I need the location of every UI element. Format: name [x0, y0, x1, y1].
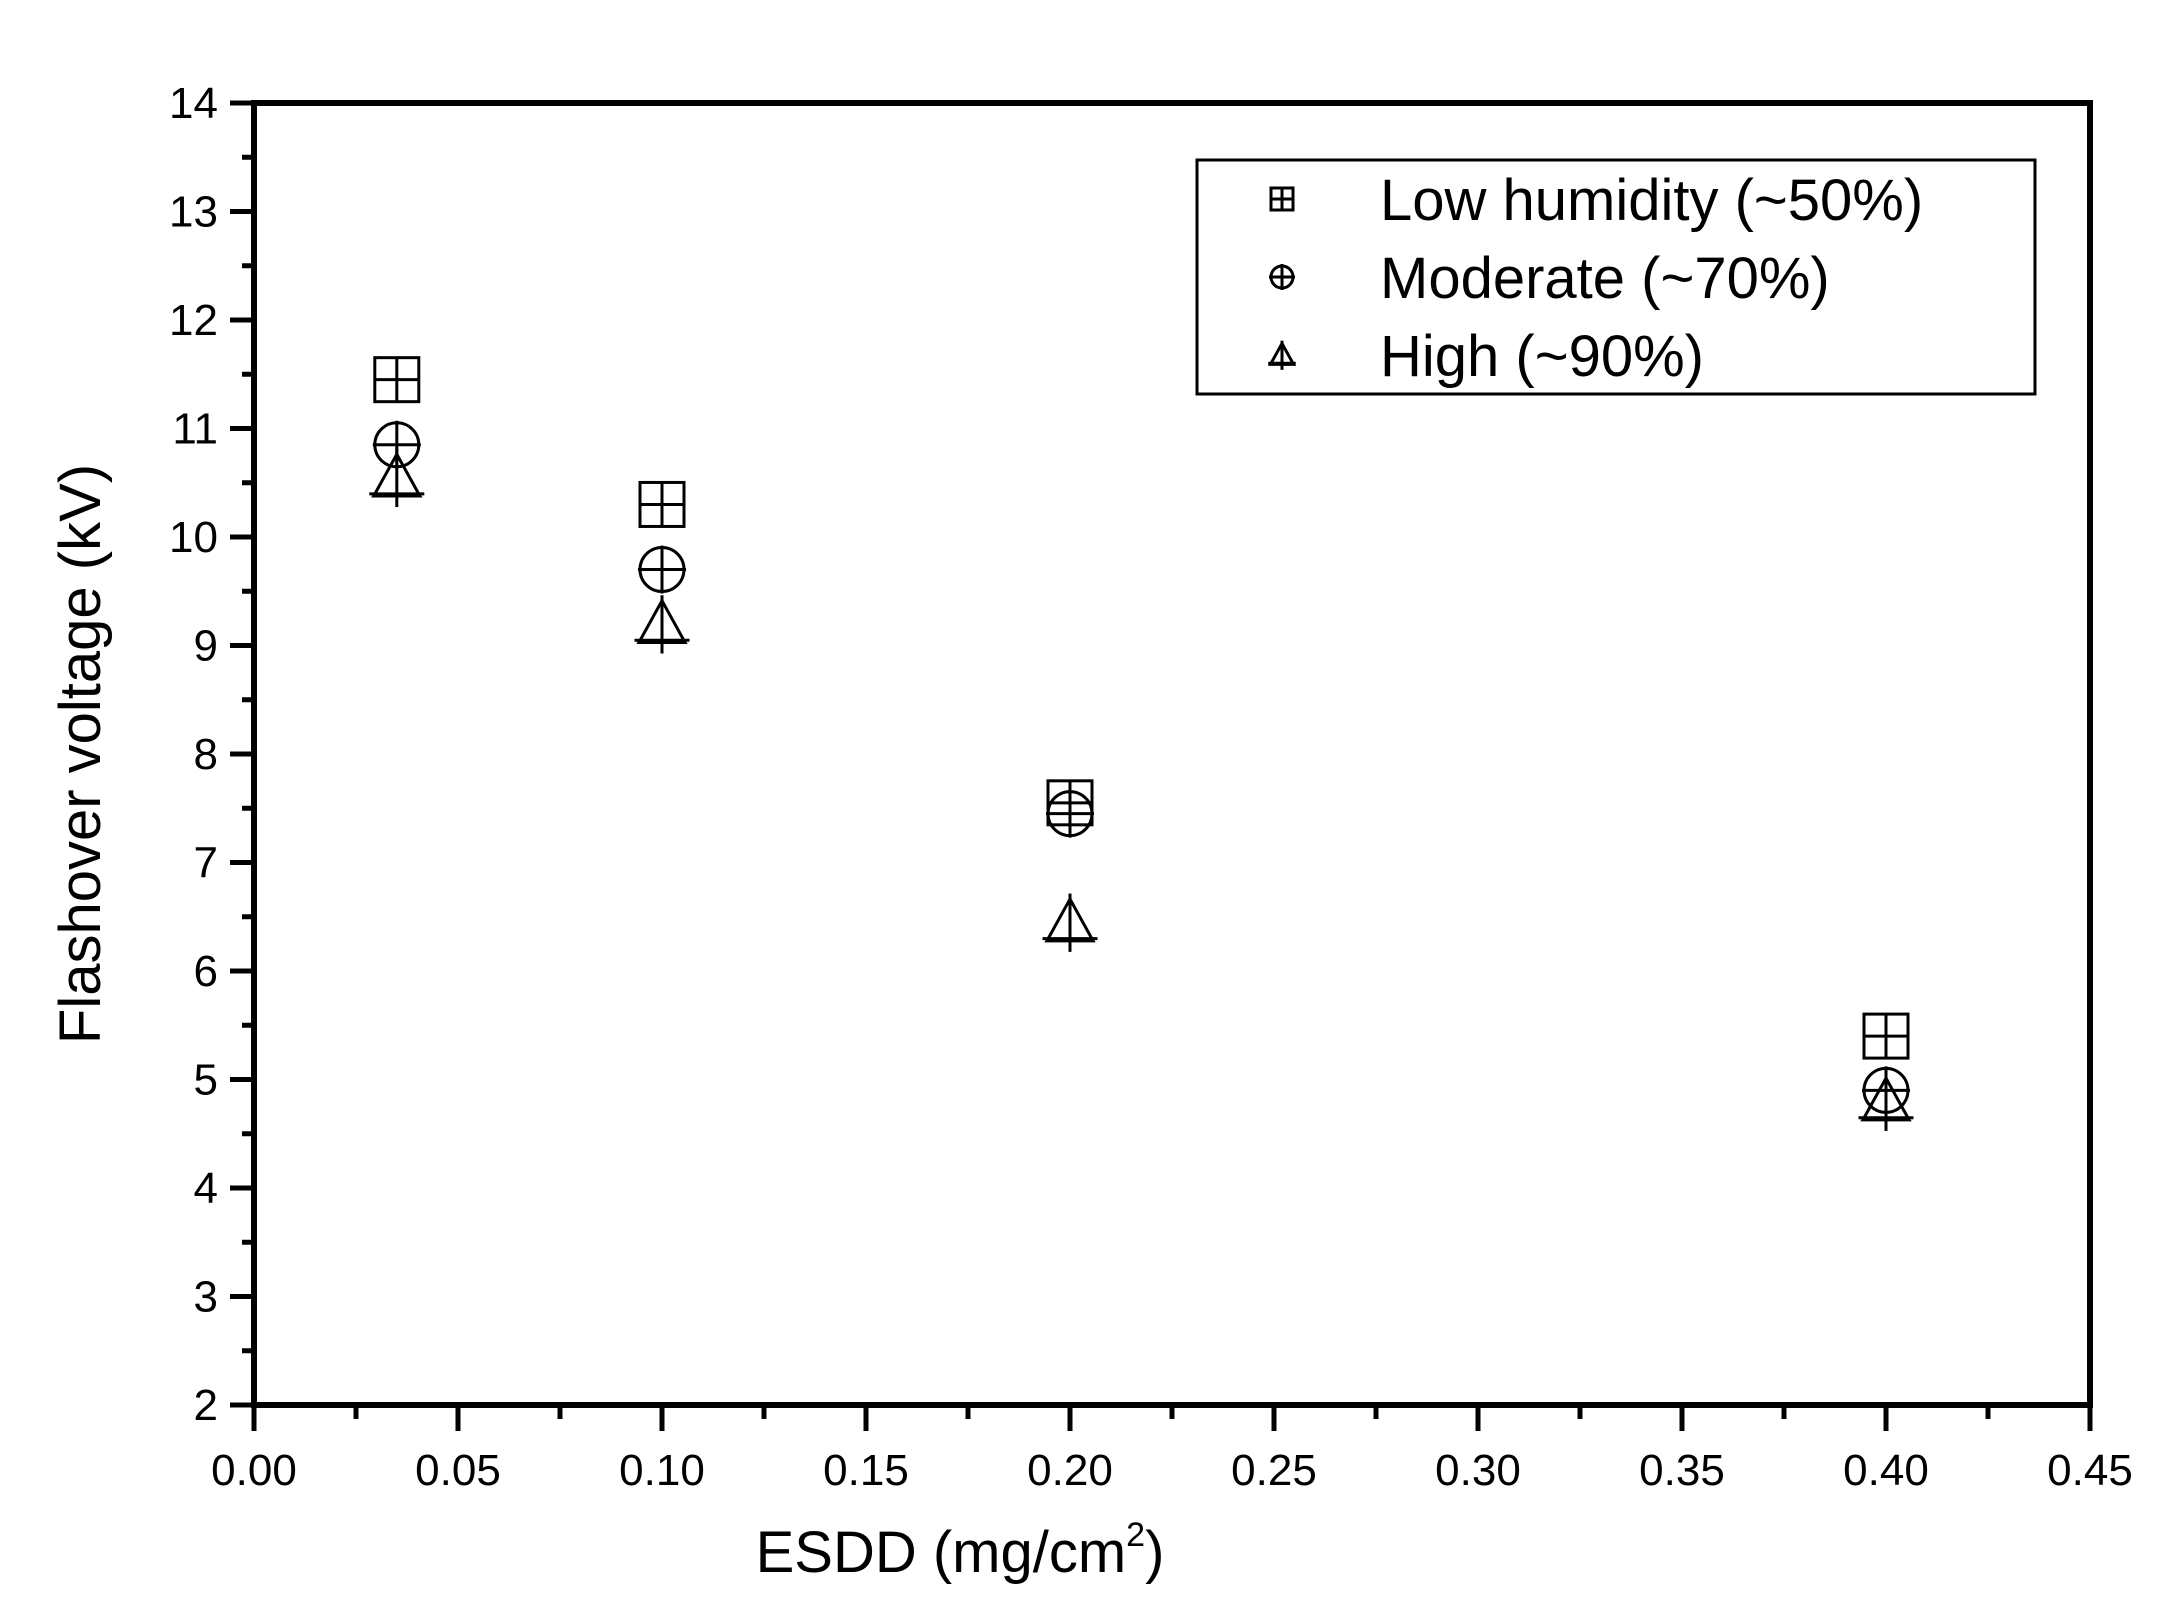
- data-point-triangle: [1858, 1072, 1914, 1131]
- x-axis-label: ESDD (mg/cm2): [756, 1516, 1165, 1585]
- legend-label-low-humidity: Low humidity (~50%): [1380, 168, 1923, 233]
- legend-symbol-square: [1269, 186, 1295, 212]
- x-tick-label: 0.15: [823, 1446, 909, 1495]
- y-axis-label: Flashover voltage (kV): [48, 464, 113, 1044]
- x-axis-label-suffix: ): [1145, 1520, 1164, 1585]
- x-tick-label: 0.20: [1027, 1446, 1113, 1495]
- y-tick-label: 14: [169, 79, 218, 128]
- y-tick-label: 13: [169, 188, 218, 237]
- x-tick-label: 0.05: [415, 1446, 501, 1495]
- y-tick-label: 2: [194, 1381, 218, 1430]
- y-tick-label: 5: [194, 1056, 218, 1105]
- legend-symbols: [1267, 186, 1297, 370]
- legend-label-high: High (~90%): [1380, 324, 1704, 389]
- data-point-triangle: [1042, 893, 1098, 952]
- axis-tick-labels: 0.00 0.05 0.10 0.15 0.20 0.25 0.30 0.35 0.40 0.45…: [169, 79, 2133, 1495]
- data-point-square: [638, 480, 686, 528]
- y-tick-label: 10: [169, 513, 218, 562]
- legend-symbol-circle: [1269, 264, 1295, 290]
- data-point-triangle: [369, 448, 425, 508]
- x-axis-label-superscript: 2: [1126, 1516, 1145, 1554]
- x-tick-label: 0.35: [1639, 1446, 1725, 1495]
- x-axis-label-main: ESDD (mg/cm: [756, 1520, 1127, 1585]
- y-tick-label: 3: [194, 1273, 218, 1322]
- x-tick-label: 0.45: [2047, 1446, 2133, 1495]
- legend-label-moderate: Moderate (~70%): [1380, 246, 1830, 311]
- data-point-square: [373, 356, 421, 404]
- legend: Low humidity (~50%) Moderate (~70%) High…: [1195, 158, 2037, 396]
- y-tick-label: 7: [194, 839, 218, 888]
- x-tick-label: 0.40: [1843, 1446, 1929, 1495]
- y-tick-label: 8: [194, 730, 218, 779]
- legend-symbol-triangle: [1267, 340, 1297, 370]
- axis-ticks: [230, 100, 2093, 1431]
- legend-box: [1195, 158, 2037, 396]
- y-tick-label: 11: [172, 405, 218, 454]
- x-tick-label: 0.25: [1231, 1446, 1317, 1495]
- data-markers: [369, 356, 1914, 1131]
- data-point-circle: [638, 545, 686, 594]
- x-tick-label: 0.00: [211, 1446, 297, 1495]
- y-tick-label: 6: [194, 947, 218, 996]
- y-tick-label: 4: [194, 1164, 218, 1213]
- x-tick-label: 0.30: [1435, 1446, 1521, 1495]
- x-tick-label: 0.10: [619, 1446, 705, 1495]
- y-tick-label: 9: [194, 622, 218, 671]
- data-point-triangle: [634, 595, 690, 654]
- data-point-circle: [1046, 789, 1094, 838]
- data-point-square: [1862, 1012, 1910, 1060]
- y-tick-label: 12: [169, 296, 218, 345]
